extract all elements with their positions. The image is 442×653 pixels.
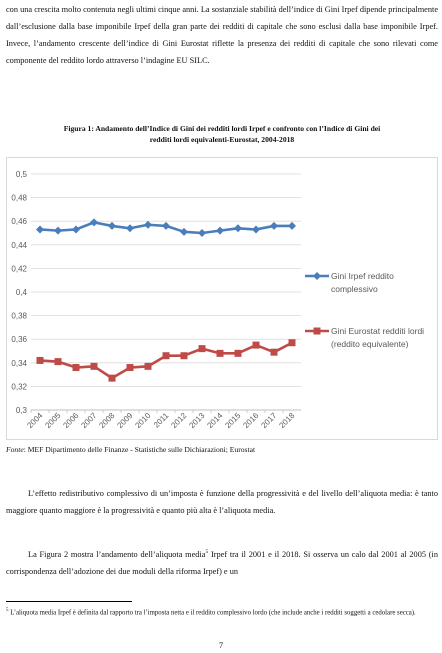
paragraph-figure2-end: Irpef tra il 2001 e il 2018. Si osserva …	[6, 549, 438, 576]
legend-label: complessivo	[331, 284, 378, 294]
data-point	[288, 339, 296, 347]
figure-caption-line2: redditi lordi equivalenti-Eurostat, 2004…	[149, 134, 295, 144]
paragraph-figure2-start: La Figura 2 mostra l’andamento dell’aliq…	[28, 549, 206, 559]
data-point	[72, 364, 80, 372]
data-point	[162, 352, 170, 360]
data-point	[288, 221, 296, 230]
y-tick-label: 0,34	[11, 359, 27, 368]
legend-label: Gini Irpef reddito	[331, 271, 394, 281]
x-tick-label: 2018	[277, 411, 296, 430]
data-point	[234, 349, 242, 357]
data-point	[180, 227, 188, 236]
legend-label: Gini Eurostat redditi lordi	[331, 326, 424, 336]
data-point	[216, 349, 224, 357]
data-point	[90, 362, 98, 370]
source-label: Fonte	[6, 445, 24, 454]
paragraph-figure2: La Figura 2 mostra l’andamento dell’aliq…	[6, 544, 438, 580]
data-point	[198, 229, 206, 237]
footnote-marker: 5	[6, 608, 9, 613]
footnote-divider	[6, 601, 132, 602]
x-tick-label: 2016	[241, 411, 260, 430]
y-tick-label: 0,38	[11, 312, 27, 321]
x-tick-label: 2010	[133, 411, 152, 430]
data-point	[36, 225, 44, 234]
data-point	[72, 225, 80, 234]
y-tick-label: 0,48	[11, 194, 27, 203]
y-tick-label: 0,3	[16, 406, 28, 415]
y-tick-label: 0,44	[11, 241, 27, 250]
data-point	[108, 221, 116, 230]
x-tick-label: 2013	[187, 411, 206, 430]
page-number: 7	[218, 640, 224, 650]
data-point	[180, 352, 188, 360]
data-point	[108, 374, 116, 382]
x-tick-label: 2015	[223, 411, 242, 430]
data-point	[144, 362, 152, 370]
data-point	[144, 220, 152, 229]
paragraph-redistributive-effect: L’effetto redistributivo complessivo di …	[6, 489, 438, 515]
data-point	[54, 358, 62, 366]
data-point	[270, 348, 278, 356]
data-point	[126, 364, 134, 372]
x-tick-label: 2009	[115, 411, 134, 430]
x-tick-label: 2006	[61, 411, 80, 430]
x-tick-label: 2011	[152, 411, 171, 430]
y-tick-label: 0,5	[16, 170, 28, 179]
figure-source: Fonte: MEF Dipartimento delle Finanze - …	[6, 445, 255, 454]
data-point	[90, 218, 98, 227]
footnote-reference: 5	[205, 549, 209, 555]
y-tick-label: 0,42	[11, 264, 27, 273]
data-point	[54, 226, 62, 235]
x-tick-label: 2017	[259, 411, 278, 430]
legend-label: (reddito equivalente)	[331, 339, 409, 349]
x-tick-label: 2007	[79, 411, 98, 430]
figure-caption: Figura 1: Andamento dell’Indice di Gini …	[6, 124, 438, 145]
legend-marker	[313, 327, 321, 335]
line-chart: 0,3 0,32 0,34 0,36 0,38 0,4 0,42 0,44 0,46 0,48 0,…	[11, 170, 424, 430]
data-point	[252, 341, 260, 349]
x-tick-label: 2008	[97, 411, 116, 430]
footnote: 5 L’aliquota media Irpef è definita dal …	[6, 606, 438, 617]
x-tick-label: 2004	[25, 411, 44, 430]
data-point	[234, 224, 242, 233]
y-tick-label: 0,32	[11, 382, 27, 391]
data-point	[252, 225, 260, 234]
chart-container: 0,3 0,32 0,34 0,36 0,38 0,4 0,42 0,44 0,46 0,48 0,…	[6, 157, 438, 440]
x-tick-label: 2014	[205, 411, 224, 430]
source-text: : MEF Dipartimento delle Finanze - Stati…	[23, 445, 256, 454]
footnote-text: L’aliquota media Irpef è definita dal ra…	[8, 609, 416, 617]
data-point	[36, 356, 44, 364]
data-point	[270, 221, 278, 230]
data-point	[126, 224, 134, 233]
y-tick-label: 0,36	[11, 335, 27, 344]
y-tick-label: 0,46	[11, 217, 27, 226]
x-tick-label: 2012	[169, 411, 188, 430]
data-point	[162, 221, 170, 230]
x-tick-label: 2005	[43, 411, 62, 430]
data-point	[216, 226, 224, 235]
paragraph-intro: con una crescita molto contenuta negli u…	[6, 5, 438, 65]
data-point	[198, 345, 206, 353]
figure-caption-line1: Figura 1: Andamento dell’Indice di Gini …	[63, 124, 381, 133]
y-tick-label: 0,4	[16, 288, 28, 297]
legend-marker	[313, 272, 321, 280]
